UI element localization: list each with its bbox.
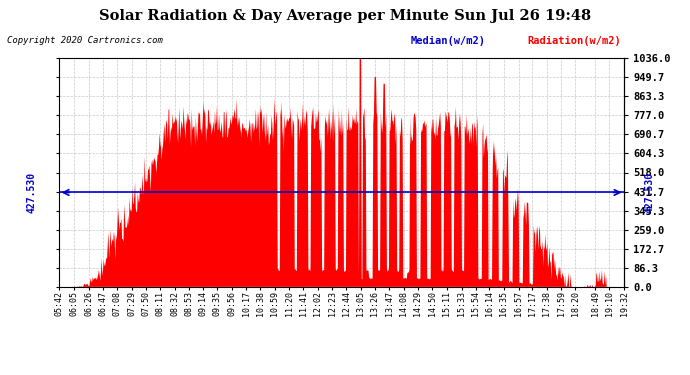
Text: Copyright 2020 Cartronics.com: Copyright 2020 Cartronics.com xyxy=(7,36,163,45)
Text: 427.530: 427.530 xyxy=(645,172,655,213)
Text: Solar Radiation & Day Average per Minute Sun Jul 26 19:48: Solar Radiation & Day Average per Minute… xyxy=(99,9,591,23)
Text: 427.530: 427.530 xyxy=(26,172,37,213)
Text: Radiation(w/m2): Radiation(w/m2) xyxy=(528,36,622,46)
Text: Median(w/m2): Median(w/m2) xyxy=(411,36,486,46)
